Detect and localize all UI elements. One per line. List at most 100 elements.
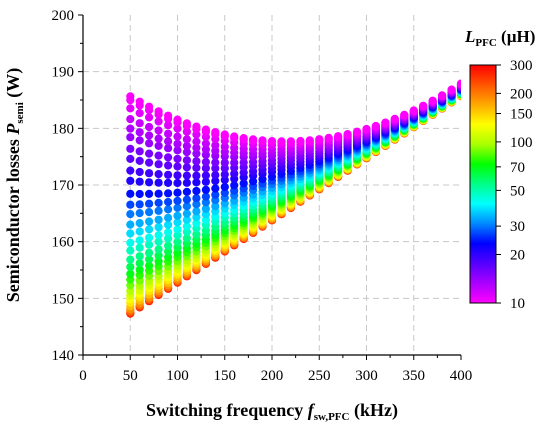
data-point: [211, 158, 220, 167]
data-point: [126, 166, 135, 175]
data-point: [135, 109, 144, 118]
data-point: [154, 231, 163, 240]
data-point: [126, 144, 135, 153]
data-point: [182, 209, 191, 218]
data-point: [192, 207, 201, 216]
y-tick-label: 160: [52, 235, 75, 251]
data-point: [409, 106, 418, 115]
data-point: [201, 139, 210, 148]
data-point: [154, 126, 163, 135]
data-point: [362, 124, 371, 134]
data-point: [126, 275, 135, 284]
data-point: [182, 156, 191, 165]
data-point: [390, 114, 399, 123]
data-point: [211, 190, 220, 199]
data-point: [135, 200, 144, 209]
data-point: [154, 170, 163, 179]
data-point: [154, 257, 163, 266]
data-point: [343, 130, 352, 139]
data-point: [164, 111, 173, 120]
data-point: [173, 188, 182, 197]
data-point: [182, 171, 191, 180]
data-point: [154, 245, 163, 254]
data-point: [135, 97, 144, 106]
data-point: [126, 255, 135, 264]
data-point: [211, 128, 220, 137]
data-point: [173, 211, 182, 220]
data-point: [126, 246, 135, 255]
data-point: [456, 79, 461, 88]
data-point: [173, 225, 182, 234]
data-point: [145, 113, 154, 122]
colorbar-tick-label: 50: [510, 183, 525, 199]
data-point: [154, 151, 163, 160]
data-point: [145, 139, 154, 148]
data-point: [334, 132, 343, 141]
data-point: [173, 171, 182, 180]
data-point: [173, 124, 182, 133]
data-point: [164, 213, 173, 222]
data-point: [201, 204, 210, 213]
data-point: [145, 158, 154, 167]
data-point: [173, 196, 182, 205]
data-point: [182, 127, 191, 136]
data-point: [145, 233, 154, 242]
data-point: [135, 177, 144, 186]
data-point: [220, 158, 229, 167]
data-point: [135, 147, 144, 156]
data-point: [145, 149, 154, 158]
data-point: [145, 169, 154, 178]
data-point: [126, 189, 135, 198]
data-point: [192, 186, 201, 196]
data-point: [126, 154, 135, 163]
data-point: [154, 189, 163, 198]
data-point: [182, 135, 191, 144]
colorbar-tick-label: 10: [510, 296, 525, 312]
data-point: [164, 189, 173, 198]
colorbar-ticks: 10 20 30 50 70 100 150 200 300: [496, 58, 533, 312]
data-point: [267, 137, 277, 146]
data-point: [164, 170, 173, 179]
data-point: [192, 171, 201, 180]
data-point: [126, 176, 135, 185]
data-point: [145, 217, 154, 226]
data-point: [447, 85, 456, 94]
data-point: [173, 218, 182, 227]
data-point: [249, 135, 258, 144]
data-point: [126, 133, 135, 142]
data-point: [154, 178, 163, 187]
data-point: [305, 136, 314, 145]
data-point: [286, 137, 295, 146]
data-point: [201, 198, 210, 207]
data-point: [164, 241, 173, 250]
y-tick-label: 150: [52, 291, 75, 307]
data-point: [126, 104, 135, 113]
data-point: [400, 110, 409, 119]
colorbar-tick-label: 300: [510, 58, 533, 74]
data-point: [145, 102, 154, 111]
data-point: [211, 141, 220, 150]
data-point: [164, 121, 173, 130]
data-point: [164, 220, 173, 229]
data-points: [126, 79, 461, 318]
data-point: [173, 178, 182, 188]
data-point: [126, 238, 135, 247]
data-point: [126, 220, 135, 229]
data-point: [164, 129, 173, 138]
data-point: [192, 219, 201, 228]
data-point: [173, 146, 182, 155]
data-point: [154, 160, 163, 169]
data-point: [164, 161, 173, 170]
data-point: [126, 210, 135, 219]
x-tick-label: 50: [123, 368, 138, 384]
colorbar-tick-label: 100: [510, 135, 533, 151]
data-point: [135, 227, 144, 236]
colorbar: [469, 64, 497, 304]
data-point: [182, 195, 191, 204]
data-point: [154, 215, 163, 224]
data-point: [239, 134, 248, 143]
data-point: [154, 251, 163, 260]
data-point: [164, 205, 173, 214]
colorbar-title: LPFC (µH): [464, 27, 535, 49]
data-point: [126, 124, 135, 133]
